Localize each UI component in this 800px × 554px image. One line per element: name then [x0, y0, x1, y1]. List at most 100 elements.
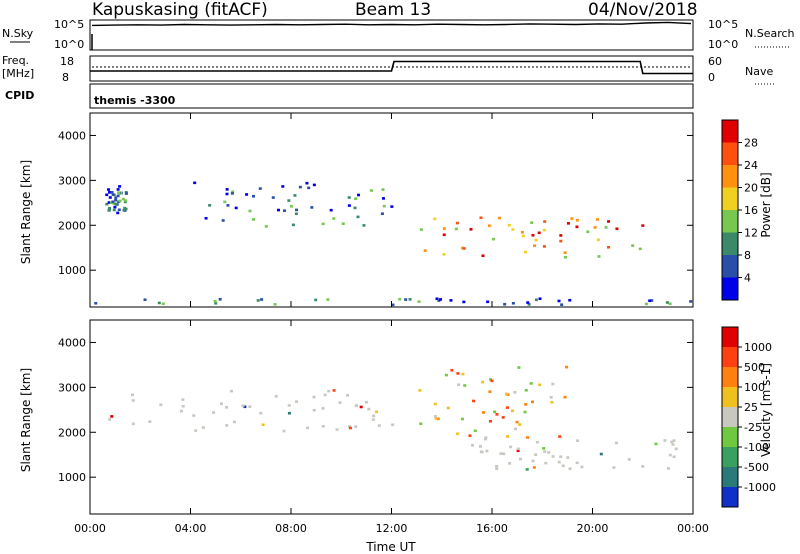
scatter-cell	[159, 403, 163, 406]
scatter-cell	[287, 199, 291, 202]
scatter-cell	[419, 228, 423, 231]
scatter-cell	[486, 300, 490, 304]
xtick-label: 00:00	[677, 522, 709, 535]
scatter-cell	[456, 432, 460, 436]
cpid-strip: CPID themis -3300	[5, 83, 694, 109]
scatter-cell	[544, 461, 548, 465]
scatter-cell	[559, 455, 563, 459]
ytick-label: 2000	[58, 426, 86, 439]
scatter-cell	[417, 300, 421, 303]
colorbar-swatch	[722, 210, 738, 233]
scatter-cell	[597, 255, 601, 258]
scatter-cell	[105, 193, 109, 197]
scatter-cell	[435, 297, 439, 301]
scatter-cell	[117, 208, 121, 212]
scatter-cell	[490, 379, 494, 383]
colorbar-swatch	[722, 277, 738, 301]
scatter-cell	[131, 399, 135, 402]
scatter-cell	[314, 298, 318, 302]
scatter-cell	[523, 410, 527, 414]
scatter-cell	[631, 244, 635, 247]
scatter-cell	[251, 194, 255, 198]
scatter-cell	[225, 406, 229, 409]
scatter-cell	[530, 400, 534, 404]
colorbar-tick-label: 16	[744, 204, 758, 217]
scatter-cell	[604, 226, 608, 229]
scatter-cell	[348, 426, 352, 430]
scatter-cell	[362, 224, 366, 227]
colorbar-tick-label: 28	[744, 137, 758, 150]
xtick-label: 04:00	[175, 522, 207, 535]
scatter-cell	[506, 435, 510, 438]
scatter-cell	[456, 372, 460, 375]
scatter-cell	[593, 226, 597, 229]
scatter-cell	[307, 186, 311, 190]
power-colorbar-label: Power [dB]	[759, 172, 773, 237]
freq-label: Freq.	[2, 54, 29, 67]
scatter-cell	[513, 427, 517, 431]
scatter-cell	[444, 373, 448, 377]
scatter-cell	[511, 301, 515, 305]
scatter-cell	[510, 409, 514, 413]
colorbar-swatch	[722, 255, 738, 278]
scatter-cell	[312, 183, 316, 187]
scatter-cell	[607, 220, 611, 223]
nsky-tick-high: 10^5	[54, 18, 84, 31]
scatter-cell	[468, 434, 472, 437]
scatter-cell	[527, 303, 531, 306]
scatter-cell	[306, 426, 310, 430]
colorbar-tick-label: 500	[744, 361, 765, 374]
scatter-cell	[281, 185, 285, 188]
scatter-cell	[274, 394, 278, 398]
scatter-cell	[549, 396, 553, 399]
freq-unit: [MHz]	[2, 67, 34, 80]
colorbar-tick-label: -1000	[744, 481, 776, 494]
scatter-cell	[450, 368, 454, 372]
scatter-cell	[341, 222, 345, 225]
scatter-cell	[122, 208, 126, 212]
scatter-cell	[449, 299, 453, 302]
scatter-cell	[124, 199, 128, 202]
scatter-cell	[223, 200, 227, 204]
scatter-cell	[489, 419, 493, 423]
scatter-cell	[220, 402, 224, 406]
ytick-label: 4000	[58, 129, 86, 142]
freq-tick-high: 18	[60, 55, 74, 68]
colorbar-swatch	[722, 232, 738, 256]
scatter-cell	[488, 390, 492, 393]
scatter-cell	[531, 233, 535, 237]
scatter-cell	[495, 413, 499, 416]
xtick-label: 12:00	[376, 522, 408, 535]
colorbar-swatch	[722, 427, 738, 448]
scatter-cell	[663, 439, 667, 442]
scatter-cell	[595, 218, 599, 221]
scatter-cell	[192, 414, 196, 417]
colorbar-swatch	[722, 327, 738, 348]
colorbar-swatch	[722, 407, 738, 428]
scatter-cell	[116, 194, 120, 198]
scatter-cell	[335, 428, 339, 431]
scatter-cell	[323, 393, 327, 397]
scatter-cell	[294, 400, 298, 403]
scatter-cell	[665, 301, 669, 304]
scatter-cell	[460, 417, 464, 421]
scatter-cell	[124, 192, 128, 195]
scatter-cell	[501, 416, 505, 419]
scatter-cell	[542, 447, 546, 450]
velocity-ylabel: Slant Range [km]	[19, 368, 33, 472]
scatter-cell	[321, 407, 325, 410]
scatter-cell	[367, 407, 371, 411]
scatter-cell	[575, 218, 579, 222]
scatter-cell	[672, 439, 676, 442]
velocity-colorbar: 1000 500 100 25 -25 -100 -500 -1000	[721, 326, 776, 508]
scatter-cell	[332, 217, 336, 220]
colorbar-tick-label: 12	[744, 227, 758, 240]
colorbar-tick-label: -100	[744, 441, 769, 454]
scatter-cell	[576, 439, 580, 443]
colorbar-swatch	[722, 120, 738, 143]
scatter-cell	[537, 231, 541, 235]
date-label: 04/Nov/2018	[588, 0, 698, 20]
scatter-cell	[469, 228, 473, 231]
scatter-cell	[650, 299, 654, 302]
scatter-cell	[485, 449, 489, 453]
